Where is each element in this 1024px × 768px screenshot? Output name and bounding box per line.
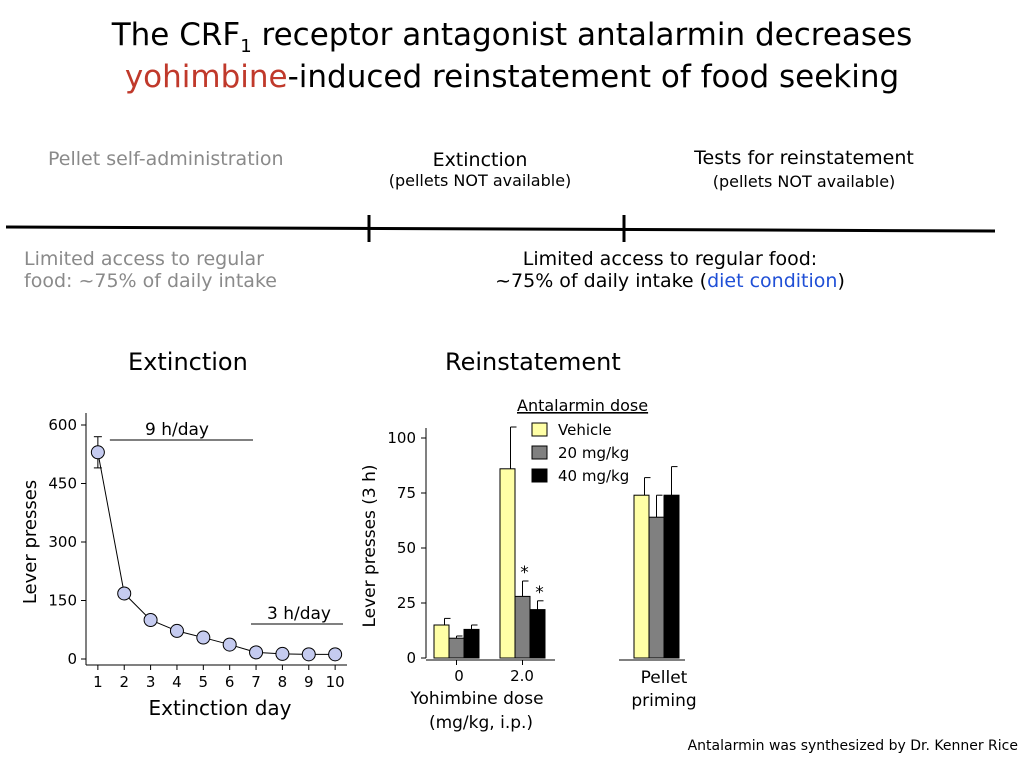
legend-label: 40 mg/kg [558,467,629,485]
bar [648,516,665,659]
legend-label: Vehicle [558,421,612,439]
data-point [249,645,264,660]
data-point [301,647,316,662]
heading-reinstatement: Reinstatement [445,348,621,376]
y-axis-label: Lever presses [20,480,41,604]
bar [529,609,546,659]
bar [499,468,516,659]
phase-extinction: Extinction (pellets NOT available) [375,149,585,190]
x-tick-label: 4 [172,673,182,691]
x-tick-label: 1 [93,673,103,691]
y-tick-label: 100 [387,429,416,447]
data-point [169,623,184,638]
y-tick-label: 450 [48,475,77,493]
legend-label: 20 mg/kg [558,444,629,462]
data-point [275,646,290,661]
x-tick-label: 2.0 [510,667,534,685]
bar [663,494,680,659]
phase-tests-label: Tests for reinstatement [694,147,914,169]
reinstatement-chart: 0 25 50 75 100 0 2.0 * * Pellet priming Yohimbine d… [360,396,697,733]
data-point [222,637,237,652]
title-highlight-yohimbine: yohimbine [124,59,288,95]
y-tick-label: 75 [397,484,416,502]
x-tick-label: 0 [454,667,464,685]
x-axis-label-line2: (mg/kg, i.p.) [429,713,533,733]
diet2-line1: Limited access to regular food: [522,248,818,270]
significance-star: * [520,563,529,583]
x-tick-label: 2 [119,673,129,691]
slide-title-line2: yohimbine-induced reinstatement of food … [0,58,1024,96]
data-point [143,613,158,627]
x-label-pellet: Pellet [641,668,688,688]
timeline-line [5,215,996,242]
diet-condition-highlight: diet condition [707,270,838,292]
title-subscript: 1 [240,36,252,58]
diet1-line1: Limited access to regular [24,248,264,270]
legend-swatch [531,445,548,460]
bar [633,494,650,659]
data-point [117,586,132,601]
series-line [97,452,336,655]
data-point [90,445,105,460]
data-point [328,647,343,662]
phase-self-administration: Pellet self-administration [48,148,284,170]
bar [448,637,465,659]
y-tick-label: 50 [397,539,416,557]
y-tick-label: 600 [48,416,77,434]
phase-reinstatement-tests: Tests for reinstatement (pellets NOT ava… [668,147,940,191]
x-tick-label: 7 [251,673,261,691]
diet2-line2-post: ) [837,270,845,292]
phase-tests-sub: (pellets NOT available) [712,172,896,191]
phase-extinction-label: Extinction [432,149,528,171]
x-tick-label: 9 [304,673,314,691]
x-tick-label: 10 [326,673,345,691]
credit-text: Antalarmin was synthesized by Dr. Kenner… [687,738,1018,754]
x-label-priming: priming [631,691,696,711]
annotation-9h: 9 h/day [145,420,209,440]
x-tick-label: 8 [278,673,288,691]
x-axis-label-line1: Yohimbine dose [409,689,543,709]
diet1-line2: food: ~75% of daily intake [24,270,277,292]
extinction-chart: 0 150 300 450 600 1 2 3 4 5 6 7 8 9 10 9 h/day 3 h/day Ex… [20,413,347,720]
x-axis-label: Extinction day [149,696,292,720]
title-text-part2: receptor antagonist antalarmin decreases [251,17,913,53]
y-tick-label: 0 [67,650,77,668]
y-tick-label: 25 [397,594,416,612]
bar [463,628,480,659]
diet-condition-2: Limited access to regular food: ~75% of … [470,248,870,292]
slide-title-line1: The CRF1 receptor antagonist antalarmin … [0,16,1024,66]
heading-extinction: Extinction [128,348,248,376]
x-tick-label: 3 [146,673,156,691]
title-text-rest: -induced reinstatement of food seeking [287,59,900,95]
phase-extinction-sub: (pellets NOT available) [388,171,572,190]
y-tick-label: 0 [406,649,416,667]
significance-star: * [535,583,544,603]
legend-swatch [531,422,548,437]
bar [433,624,450,659]
legend-swatch [531,468,548,483]
bar [514,595,531,659]
diet-condition-1: Limited access to regular food: ~75% of … [24,248,277,292]
title-text-part1: The CRF [111,17,241,53]
diet2-line2-pre: ~75% of daily intake ( [495,270,708,292]
y-tick-label: 300 [48,533,77,551]
x-tick-label: 5 [199,673,209,691]
y-tick-label: 150 [48,592,77,610]
data-point [196,630,211,645]
y-axis-label: Lever presses (3 h) [360,464,380,627]
x-tick-label: 6 [225,673,235,691]
annotation-3h: 3 h/day [267,604,331,624]
legend-title: Antalarmin dose [517,396,648,415]
diet2-line2: ~75% of daily intake (diet condition) [470,270,870,292]
